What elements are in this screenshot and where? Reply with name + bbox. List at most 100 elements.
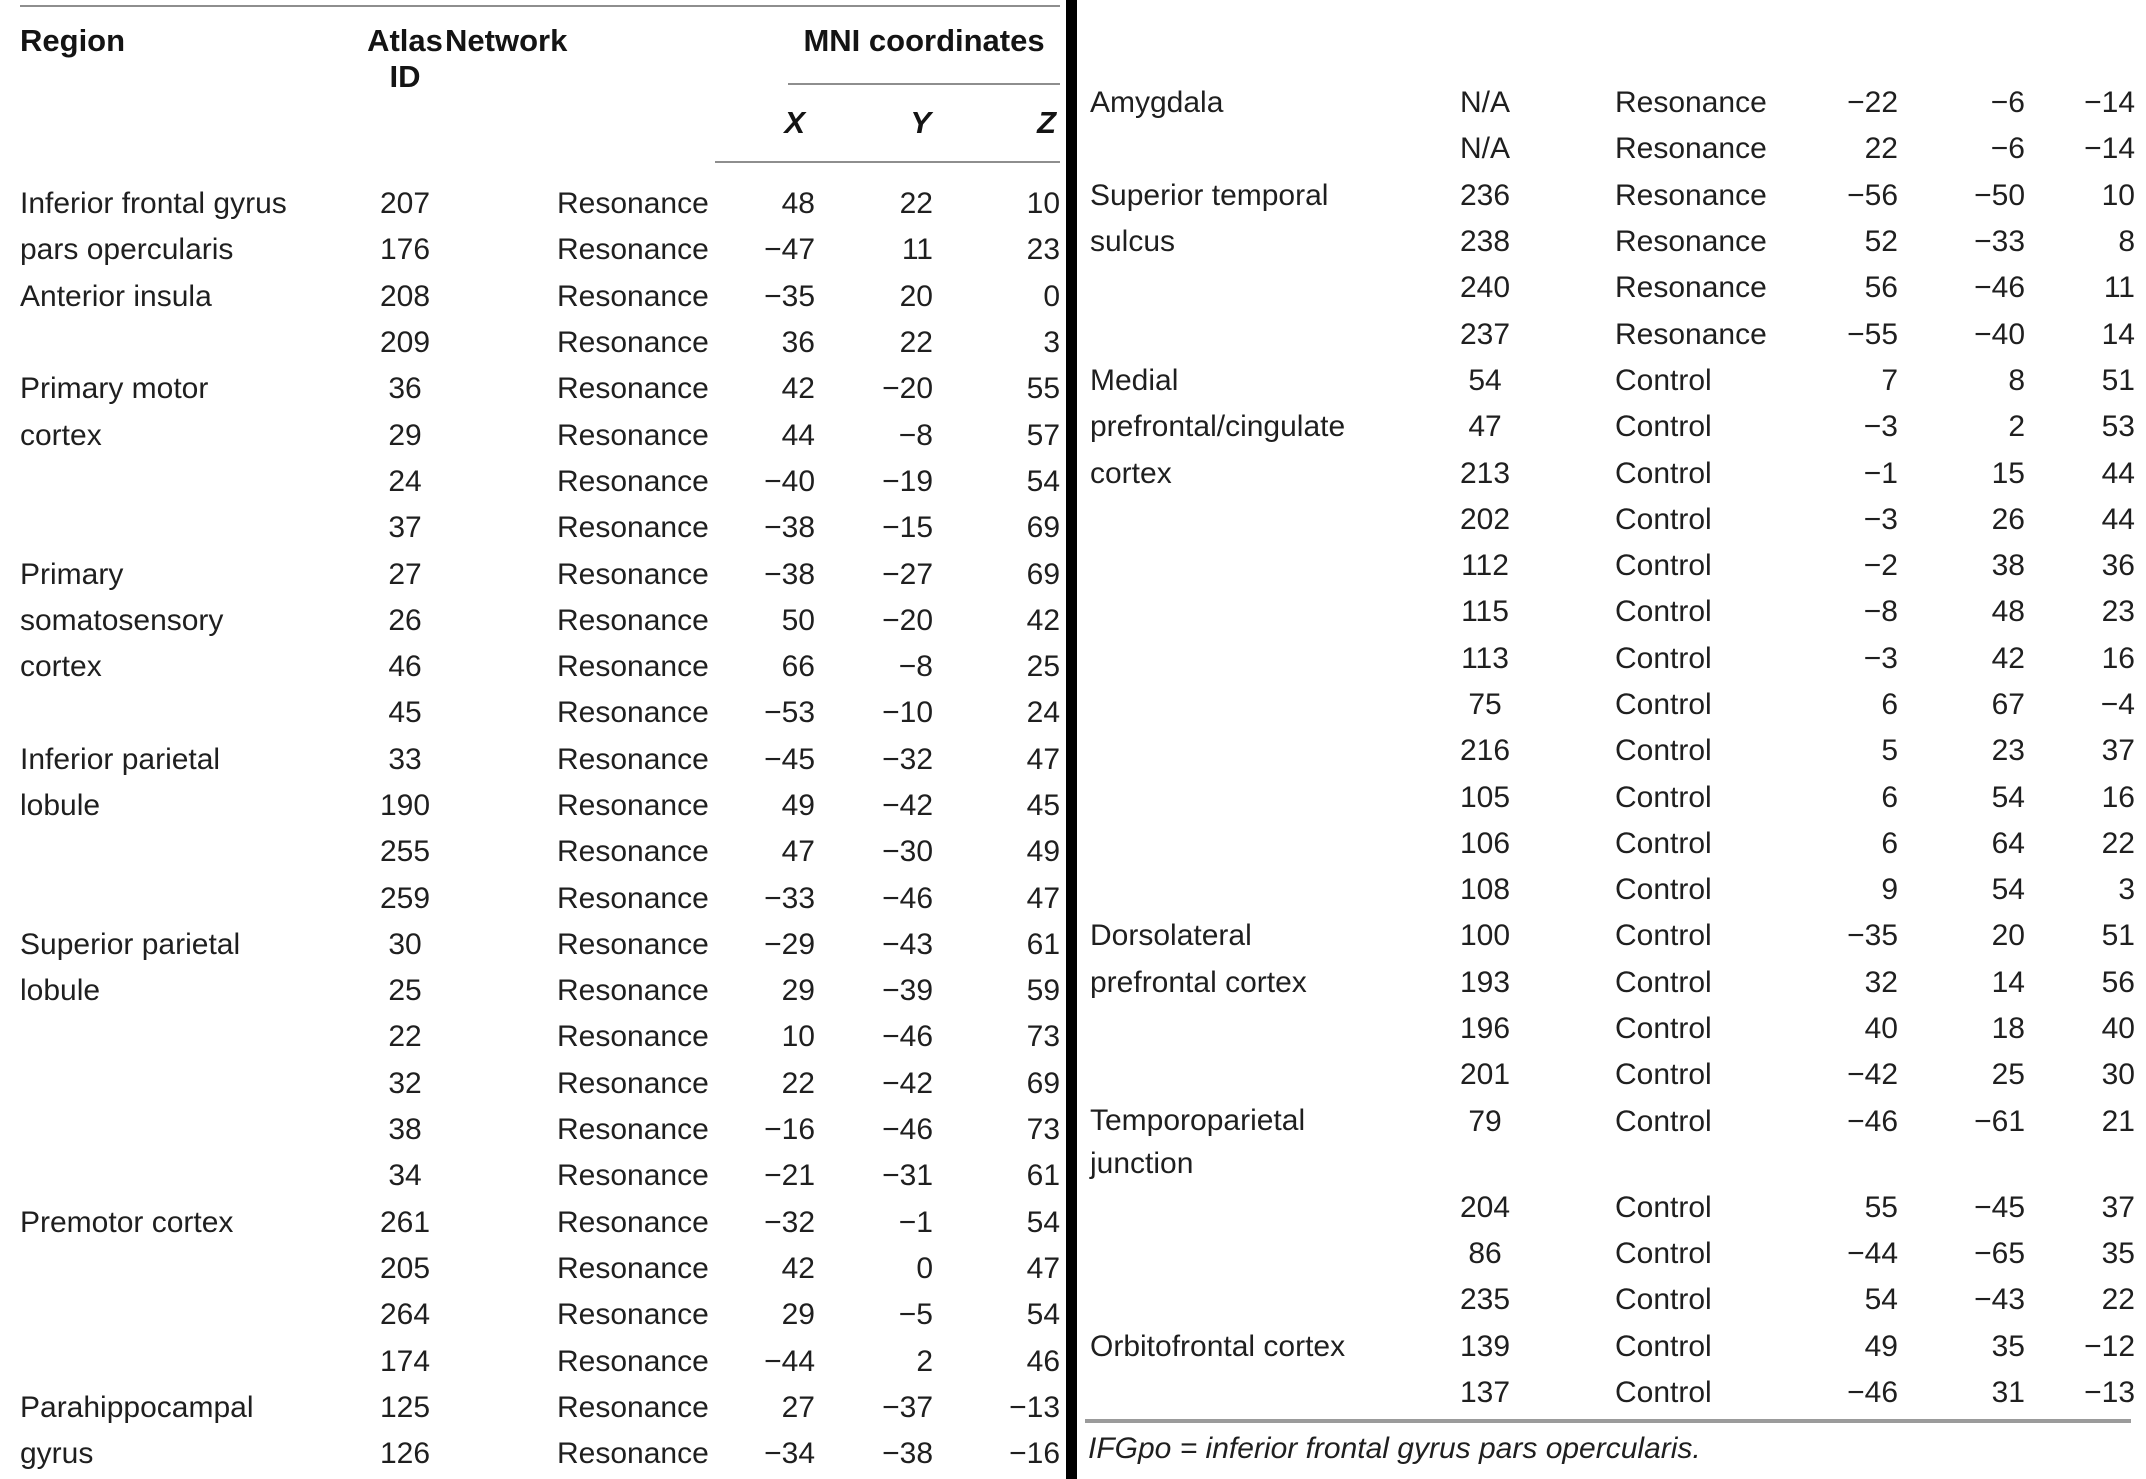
- x-cell: −3: [1863, 410, 1898, 444]
- table-row: Anterior insula 208 Resonance −35 20 0: [20, 274, 1060, 320]
- x-cell: 40: [1864, 1012, 1898, 1046]
- atlas-id-cell: 174: [379, 1344, 431, 1378]
- network-cell: Resonance: [557, 186, 709, 220]
- y-cell: −15: [882, 511, 933, 545]
- table-row: cortex 213 Control −1 15 44: [1090, 450, 2135, 496]
- region-cell: [1090, 1052, 1440, 1098]
- atlas-id-cell: 34: [388, 1159, 422, 1193]
- table-row: Orbitofrontal cortex 139 Control 49 35 −12: [1090, 1323, 2135, 1369]
- x-cell: −33: [764, 881, 815, 915]
- atlas-id-cell: 30: [388, 927, 422, 961]
- z-cell: 57: [1026, 418, 1061, 452]
- y-cell: 38: [1991, 549, 2025, 583]
- atlas-id-cell: 139: [1459, 1329, 1511, 1363]
- y-cell: −19: [882, 464, 933, 498]
- y-cell: 22: [899, 326, 933, 360]
- z-cell: 61: [1026, 1159, 1061, 1193]
- x-cell: −2: [1863, 549, 1898, 583]
- table-row: 112 Control −2 38 36: [1090, 543, 2135, 589]
- table-row: Dorsolateral 100 Control −35 20 51: [1090, 913, 2135, 959]
- network-cell: Control: [1615, 456, 1712, 490]
- x-cell: 49: [1864, 1329, 1898, 1363]
- region-cell: Amygdala: [1090, 86, 1224, 120]
- atlas-id-cell: 264: [379, 1298, 431, 1332]
- atlas-id-cell: 100: [1459, 919, 1511, 953]
- table-row: Temporoparietal junction 79 Control −46 −61 2…: [1090, 1099, 2135, 1185]
- region-cell: [20, 1107, 365, 1153]
- x-cell: 66: [781, 650, 815, 684]
- y-cell: 8: [2008, 363, 2025, 397]
- roi-table-right-column: Amygdala N/A Resonance −22 −6 −14 N/A Resonance…: [1090, 80, 2135, 1416]
- z-cell: 24: [1026, 696, 1061, 730]
- atlas-id-cell: 108: [1459, 873, 1511, 907]
- x-cell: −34: [764, 1437, 815, 1471]
- z-cell: 55: [1026, 372, 1061, 406]
- table-row: Superior temporal 236 Resonance −56 −50 10: [1090, 173, 2135, 219]
- y-cell: −37: [882, 1390, 933, 1424]
- atlas-id-cell: 75: [1468, 688, 1502, 721]
- table-row: 196 Control 40 18 40: [1090, 1006, 2135, 1052]
- x-cell: 56: [1864, 271, 1898, 305]
- z-cell: 61: [1026, 927, 1061, 961]
- table-row: Medial 54 Control 7 8 51: [1090, 358, 2135, 404]
- footnote-divider: [1085, 1419, 2131, 1423]
- region-cell: Superior temporal: [1090, 178, 1329, 212]
- x-cell: 42: [781, 1251, 815, 1285]
- z-cell: 37: [2101, 734, 2135, 768]
- table-row: 45 Resonance −53 −10 24: [20, 690, 1060, 736]
- y-cell: 54: [1991, 873, 2025, 907]
- region-cell: [20, 459, 365, 505]
- network-cell: Control: [1615, 1236, 1712, 1270]
- mni-coordinates-label: MNI coordinates: [788, 23, 1061, 85]
- network-cell: Resonance: [557, 1020, 709, 1054]
- x-cell: 6: [1881, 780, 1898, 814]
- table-row: 106 Control 6 64 22: [1090, 821, 2135, 867]
- z-cell: 22: [2101, 1283, 2135, 1317]
- x-cell: 54: [1864, 1283, 1898, 1317]
- table-row: 209 Resonance 36 22 3: [20, 320, 1060, 366]
- y-cell: −39: [882, 974, 933, 1008]
- z-cell: 73: [1026, 1113, 1061, 1147]
- network-cell: Control: [1615, 826, 1712, 860]
- x-cell: −35: [764, 279, 815, 313]
- y-cell: 42: [1991, 641, 2025, 675]
- z-cell: 51: [2101, 363, 2135, 397]
- region-cell: [20, 1153, 365, 1199]
- table-row: 216 Control 5 23 37: [1090, 728, 2135, 774]
- y-cell: 11: [901, 233, 933, 267]
- z-cell: 23: [1026, 233, 1061, 267]
- y-cell: −10: [882, 696, 933, 730]
- z-cell: 35: [2101, 1236, 2135, 1270]
- region-cell: [20, 690, 365, 736]
- region-cell: [1090, 728, 1440, 774]
- table-row: 113 Control −3 42 16: [1090, 636, 2135, 682]
- table-row: 22 Resonance 10 −46 73: [20, 1014, 1060, 1060]
- network-cell: Resonance: [557, 1113, 709, 1147]
- network-cell: Resonance: [557, 326, 709, 360]
- table-row: 38 Resonance −16 −46 73: [20, 1107, 1060, 1153]
- atlas-id-cell: 29: [388, 418, 422, 452]
- table-row: prefrontal cortex 193 Control 32 14 56: [1090, 960, 2135, 1006]
- region-cell: Dorsolateral: [1090, 919, 1252, 953]
- z-cell: 45: [1026, 789, 1061, 822]
- atlas-id-cell: 209: [379, 326, 431, 360]
- y-cell: 22: [899, 187, 933, 221]
- x-cell: −45: [764, 742, 815, 776]
- z-cell: 25: [1026, 650, 1061, 684]
- x-cell: 10: [781, 1020, 815, 1054]
- atlas-id-cell: 105: [1459, 780, 1511, 814]
- atlas-id-cell: 38: [388, 1113, 422, 1147]
- network-cell: Resonance: [557, 1344, 709, 1378]
- z-cell: −14: [2084, 86, 2135, 120]
- table-row: Premotor cortex 261 Resonance −32 −1 54: [20, 1200, 1060, 1246]
- region-cell: [1090, 311, 1440, 357]
- atlas-id-cell: 36: [388, 372, 422, 406]
- atlas-id-cell: N/A: [1459, 132, 1510, 166]
- atlas-id-cell: 205: [379, 1251, 431, 1285]
- region-cell: [1090, 497, 1440, 543]
- network-cell: Resonance: [1615, 86, 1767, 120]
- y-cell: −8: [898, 650, 933, 684]
- y-cell: 31: [1991, 1375, 2025, 1409]
- z-cell: 23: [2101, 595, 2135, 629]
